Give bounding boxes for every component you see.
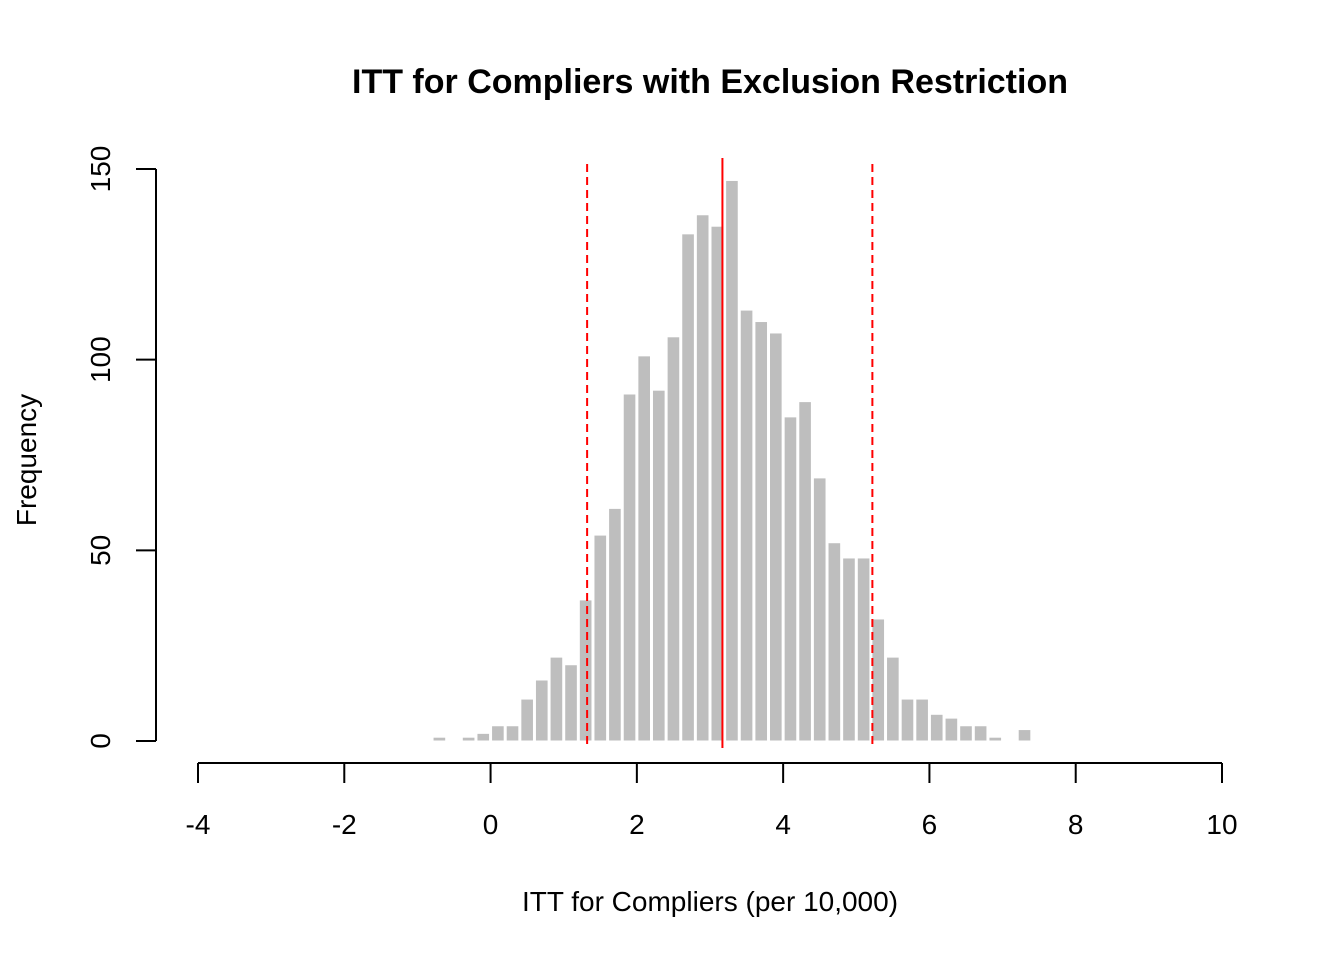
x-tick-label: 8 <box>1068 809 1084 840</box>
histogram-bar <box>609 508 622 741</box>
y-axis-label: Frequency <box>11 394 42 526</box>
histogram-bar <box>740 310 753 741</box>
histogram-bar <box>828 543 841 741</box>
histogram-bar <box>492 726 505 741</box>
x-tick-label: 6 <box>922 809 938 840</box>
y-tick-label: 100 <box>85 336 116 383</box>
histogram-bar <box>945 718 958 741</box>
histogram-bar <box>989 737 1002 741</box>
histogram-bar <box>916 699 929 741</box>
histogram-bar <box>696 215 709 741</box>
histogram-bar <box>594 535 607 741</box>
histogram-bar <box>477 733 490 741</box>
histogram-bar <box>974 726 987 741</box>
y-axis: 0 50 100 150 <box>85 146 156 749</box>
x-axis: -4 -2 0 2 4 6 8 10 <box>186 763 1238 840</box>
y-tick-label: 0 <box>85 733 116 749</box>
histogram-bar <box>857 558 870 741</box>
histogram-bar <box>682 234 695 741</box>
x-tick-label: 4 <box>775 809 791 840</box>
histogram-bar <box>535 680 548 741</box>
x-tick-label: -2 <box>332 809 357 840</box>
histogram-bar <box>872 619 885 741</box>
histogram-bar <box>843 558 856 741</box>
histogram-bar <box>1018 730 1031 741</box>
histogram-bar <box>462 737 475 741</box>
histogram-bar <box>433 737 446 741</box>
y-tick-label: 50 <box>85 535 116 566</box>
histogram-bar <box>960 726 973 741</box>
x-tick-label: -4 <box>186 809 211 840</box>
chart-title: ITT for Compliers with Exclusion Restric… <box>352 63 1068 101</box>
histogram-bar <box>887 657 900 741</box>
histogram-bar <box>726 180 739 741</box>
histogram-bar <box>521 699 534 741</box>
histogram-bar <box>652 390 665 741</box>
x-tick-label: 2 <box>629 809 645 840</box>
histogram-bar <box>623 394 636 741</box>
x-axis-label: ITT for Compliers (per 10,000) <box>522 886 898 917</box>
histogram-bar <box>506 726 519 741</box>
histogram-bar <box>813 478 826 741</box>
histogram-bar <box>770 333 783 741</box>
histogram-bar <box>930 714 943 741</box>
histogram-bar <box>579 600 592 741</box>
y-tick-label: 150 <box>85 146 116 193</box>
histogram-bar <box>638 356 651 741</box>
histogram-bar <box>755 322 768 741</box>
histogram-bar <box>799 402 812 741</box>
x-tick-label: 10 <box>1206 809 1237 840</box>
histogram-bars <box>433 180 1031 741</box>
histogram-bar <box>667 337 680 741</box>
histogram-bar <box>784 417 797 741</box>
x-tick-label: 0 <box>483 809 499 840</box>
histogram-bar <box>901 699 914 741</box>
histogram-bar <box>550 657 563 741</box>
histogram-bar <box>565 665 578 741</box>
